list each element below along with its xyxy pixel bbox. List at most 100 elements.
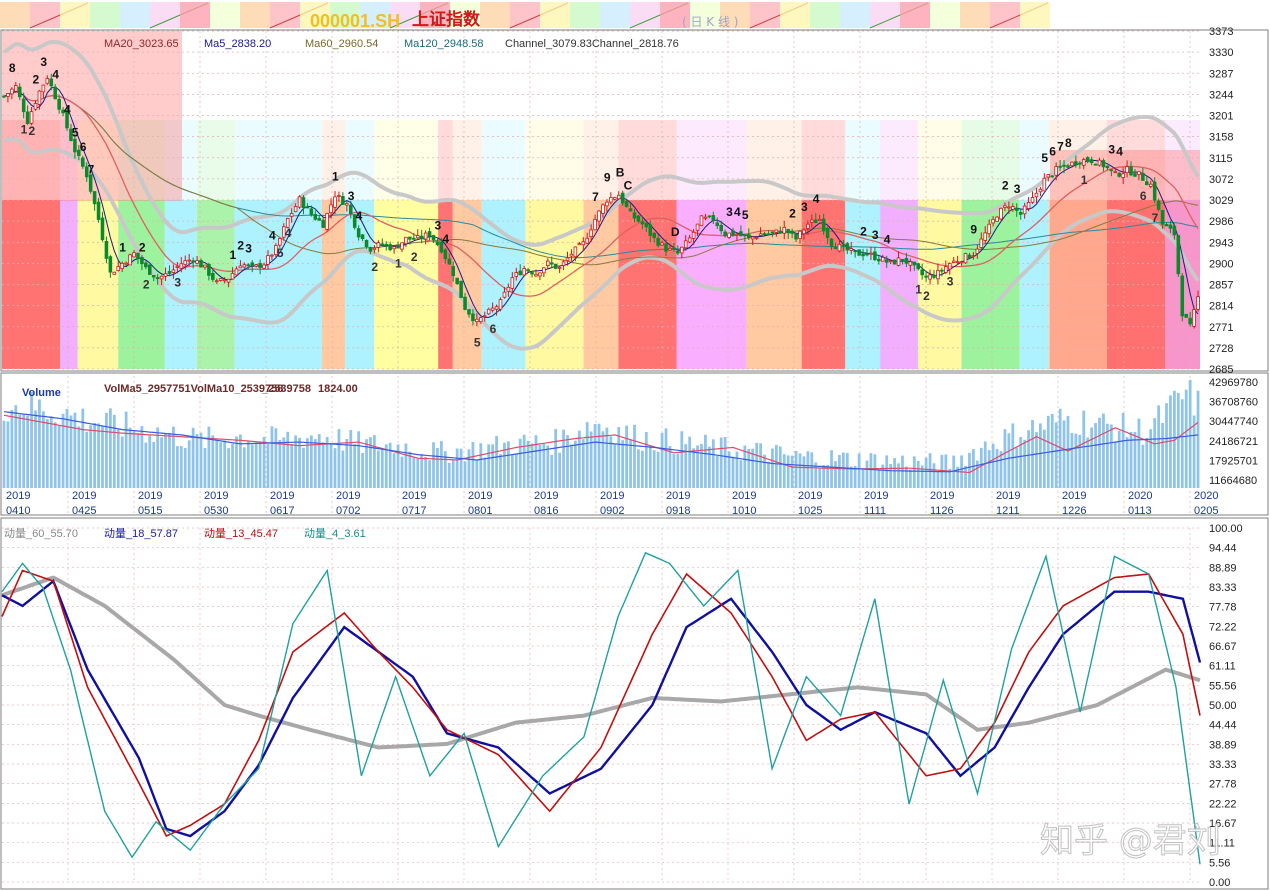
sequence-number: 2 [32,72,39,86]
header-color-block [630,2,660,28]
volume-bar [1157,405,1161,488]
candle-body [1105,165,1110,169]
candle-body [999,207,1003,220]
volume-bar [755,442,759,488]
volume-tick-label: 30447740 [1209,416,1258,428]
candle-body [884,259,889,263]
watermark: 知乎 @君刘 [1040,821,1221,861]
volume-bar [349,429,353,488]
price-color-band-fade [801,120,846,200]
ma20-line [3,90,1199,297]
sequence-number: 2 [923,289,930,303]
volume-bar [1106,423,1109,488]
volume-bar [270,426,274,488]
volume-bar [179,446,183,488]
candle-body [1081,159,1086,166]
price-color-band-fade [438,120,453,200]
candle-body [384,243,389,246]
date-year-label: 2019 [930,490,954,502]
candle-body [412,237,416,240]
volume-bar [873,454,877,488]
candle-body [770,231,775,234]
candle-body [1046,174,1051,178]
candle-body [888,260,893,262]
candle-body [959,261,964,264]
header-color-block [840,2,870,28]
header-color-block [1020,2,1050,28]
volume-bar [443,451,447,488]
candle-body [404,236,408,245]
volume-bar [526,440,530,488]
volume-bar [499,454,502,488]
volume-bar [420,454,424,488]
momentum-60-line [1,575,1201,750]
volume-bar [688,436,692,488]
candle-body [632,212,637,219]
volume-tick-label: 36708760 [1209,397,1258,409]
volume-bar [814,462,818,488]
volume-bar [577,430,581,488]
volume-bar [451,459,455,488]
header-color-block [480,2,510,28]
candle-body [242,264,247,268]
date-year-label: 2019 [600,490,624,502]
momentum-tick-label: 100.00 [1209,523,1243,535]
volume-bar [834,461,837,488]
date-year-label: 2019 [336,490,360,502]
volume-bar [18,414,22,488]
candle-body [1018,211,1023,215]
volume-bar [845,453,849,488]
candle-body [1125,166,1129,173]
price-color-band-fade [746,120,802,200]
candle-body [1121,173,1125,178]
candle-body [254,264,258,267]
candle-body [806,223,810,229]
volume-bar [711,439,715,488]
volume-bar [601,431,605,488]
volume-bar [794,450,798,488]
candle-body [865,253,869,256]
stock-name: 上证指数 [412,9,481,30]
volume-bar [739,460,743,488]
candle-body [443,249,448,260]
price-tick-label: 2771 [1209,322,1233,334]
volume-bar [459,448,463,488]
volume-bar [254,442,258,488]
candle-body [904,257,909,264]
candle-body [329,204,333,213]
candle-body [2,95,6,98]
candle-body [238,265,243,269]
candle-body [148,264,152,275]
candle-body [486,308,491,315]
candle-body [861,253,865,257]
sequence-number: D [671,225,680,239]
sequence-number: 2 [139,240,146,254]
momentum-tick-label: 22.22 [1209,798,1237,810]
candle-body [971,255,976,258]
volume-bar [120,436,124,488]
volume-bar [1188,379,1192,488]
date-year-label: 2019 [270,490,294,502]
volume-bar [227,448,230,488]
price-color-band-fade [164,120,197,200]
price-color-band-fade [845,120,881,200]
volume-bar [566,435,569,488]
volume-bar [6,421,10,488]
volume-bar [1192,415,1196,488]
volume-bar [428,460,431,488]
sequence-number: 3 [40,55,47,69]
candle-body [447,258,452,265]
price-color-band-fade [917,120,962,200]
candle-body [211,272,215,280]
volume-bar [306,438,309,488]
volume-bar [668,446,672,488]
candle-body [680,246,684,254]
candle-body [664,243,668,252]
volume-bar [250,444,254,488]
candle-body [916,263,921,270]
ma60-line [3,90,1199,266]
candlesticks [2,73,1200,329]
price-color-band-fade [234,120,322,200]
price-color-band [2,200,61,369]
candle-body [230,273,235,280]
